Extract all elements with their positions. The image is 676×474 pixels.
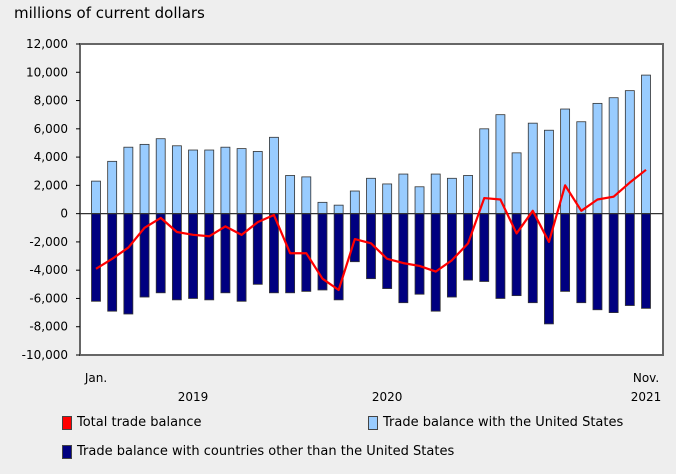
- bar-us: [317, 201, 328, 215]
- bar-other-countries: [188, 213, 198, 299]
- bar-us: [414, 186, 425, 215]
- y-tick-label: 6,000: [34, 122, 68, 136]
- bar-other-countries: [269, 213, 279, 294]
- x-year-label: 2020: [372, 390, 403, 404]
- y-tick-label: -4,000: [29, 263, 68, 277]
- bar-other-countries: [382, 213, 393, 289]
- bar-us: [333, 204, 344, 215]
- bar-us: [366, 177, 376, 215]
- bar-other-countries: [608, 213, 619, 313]
- legend-item-total: Total trade balance: [62, 415, 201, 430]
- bar-other-countries: [446, 213, 457, 298]
- y-tick-label: -2,000: [29, 235, 68, 249]
- x-year-label: 2021: [631, 390, 662, 404]
- bar-other-countries: [495, 213, 506, 299]
- bar-us: [285, 175, 296, 215]
- bar-us: [398, 173, 409, 215]
- bar-us: [91, 180, 101, 215]
- bar-us: [624, 90, 635, 215]
- bar-other-countries: [624, 213, 635, 306]
- y-axis-unit-label: millions of current dollars: [14, 4, 205, 22]
- bar-us: [576, 121, 587, 215]
- y-tick-label: -10,000: [22, 348, 68, 362]
- bar-other-countries: [398, 213, 409, 304]
- bar-other-countries: [576, 213, 587, 304]
- bar-other-countries: [592, 213, 603, 311]
- bar-us: [301, 176, 312, 215]
- bar-other-countries: [641, 213, 651, 309]
- bar-other-countries: [479, 213, 490, 282]
- bar-us: [107, 160, 118, 215]
- bar-other-countries: [204, 213, 215, 301]
- bar-us: [269, 136, 279, 215]
- bar-us: [123, 146, 134, 215]
- bar-us: [171, 145, 182, 215]
- y-tick-label: -6,000: [29, 291, 68, 305]
- bar-other-countries: [349, 213, 360, 263]
- bar-us: [430, 173, 441, 215]
- bar-us: [349, 190, 360, 215]
- bar-other-countries: [414, 213, 425, 295]
- bar-us: [382, 183, 393, 215]
- y-tick-label: -8,000: [29, 320, 68, 334]
- bar-us: [641, 74, 651, 215]
- bar-other-countries: [527, 213, 538, 304]
- y-tick-label: 8,000: [34, 94, 68, 108]
- legend-swatch-other: [62, 444, 72, 459]
- legend-swatch-total: [62, 415, 72, 430]
- legend-label-us: Trade balance with the United States: [383, 415, 624, 430]
- y-tick-label: 0: [60, 207, 68, 221]
- bar-us: [544, 129, 554, 215]
- bar-us: [592, 102, 603, 215]
- x-month-label: Nov.: [633, 371, 659, 385]
- bar-other-countries: [236, 213, 247, 302]
- legend-label-other: Trade balance with countries other than …: [77, 444, 455, 459]
- x-year-label: 2019: [178, 390, 209, 404]
- bar-other-countries: [430, 213, 441, 312]
- bar-other-countries: [171, 213, 182, 301]
- bar-us: [252, 151, 263, 215]
- bar-us: [204, 149, 215, 215]
- bar-us: [220, 146, 231, 215]
- x-month-label: Jan.: [84, 371, 107, 385]
- bar-other-countries: [560, 213, 571, 292]
- legend-label-total: Total trade balance: [77, 415, 202, 430]
- legend-swatch-us: [368, 415, 378, 430]
- bar-us: [446, 177, 457, 215]
- y-tick-label: 10,000: [26, 65, 68, 79]
- legend-item-other: Trade balance with countries other than …: [62, 444, 454, 459]
- bar-other-countries: [155, 213, 166, 294]
- y-tick-label: 4,000: [34, 150, 68, 164]
- bar-us: [155, 138, 166, 215]
- bar-us: [527, 122, 538, 215]
- bar-other-countries: [91, 213, 101, 302]
- y-tick-label: 2,000: [34, 178, 68, 192]
- bar-us: [463, 175, 473, 215]
- bar-other-countries: [107, 213, 118, 312]
- bar-us: [139, 143, 150, 215]
- bar-us: [236, 148, 247, 215]
- bar-other-countries: [123, 213, 134, 315]
- legend-item-us: Trade balance with the United States: [368, 415, 623, 430]
- bar-us: [188, 149, 198, 215]
- bar-us: [511, 152, 522, 215]
- y-tick-label: 12,000: [26, 37, 68, 51]
